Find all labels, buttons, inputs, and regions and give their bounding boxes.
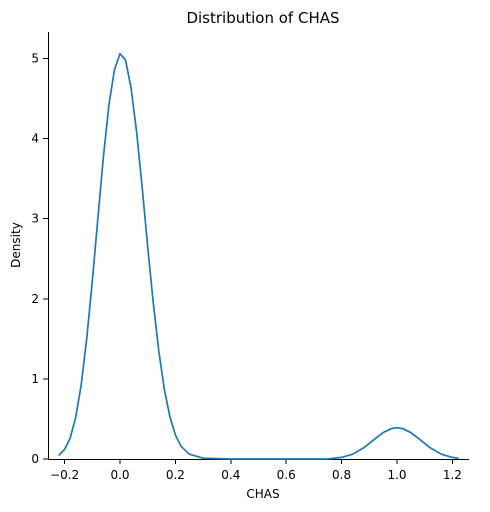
y-tick-label: 4 <box>31 132 39 146</box>
x-tick-label: 0.8 <box>332 468 351 482</box>
chart-title: Distribution of CHAS <box>186 9 339 27</box>
y-tick-label: 2 <box>31 292 39 306</box>
x-axis-ticks: −0.2 0.0 0.2 0.4 0.6 0.8 1.0 1.2 <box>50 459 462 482</box>
y-axis-ticks: 0 1 2 3 4 5 <box>31 51 48 466</box>
x-tick-label: 0.6 <box>277 468 296 482</box>
x-tick-label: 0.0 <box>110 468 129 482</box>
x-tick-label: 0.4 <box>221 468 240 482</box>
x-tick-label: 1.2 <box>443 468 462 482</box>
series-layer <box>58 52 459 460</box>
y-tick-label: 1 <box>31 372 39 386</box>
y-tick-label: 3 <box>31 212 39 226</box>
y-axis-title: Density <box>9 222 23 268</box>
y-tick-label: 0 <box>31 452 39 466</box>
x-tick-label: −0.2 <box>50 468 79 482</box>
x-tick-label: 0.2 <box>166 468 185 482</box>
y-tick-label: 5 <box>31 51 39 65</box>
kde-series-line <box>58 52 459 460</box>
x-axis-title: CHAS <box>246 487 279 501</box>
x-tick-label: 1.0 <box>387 468 406 482</box>
